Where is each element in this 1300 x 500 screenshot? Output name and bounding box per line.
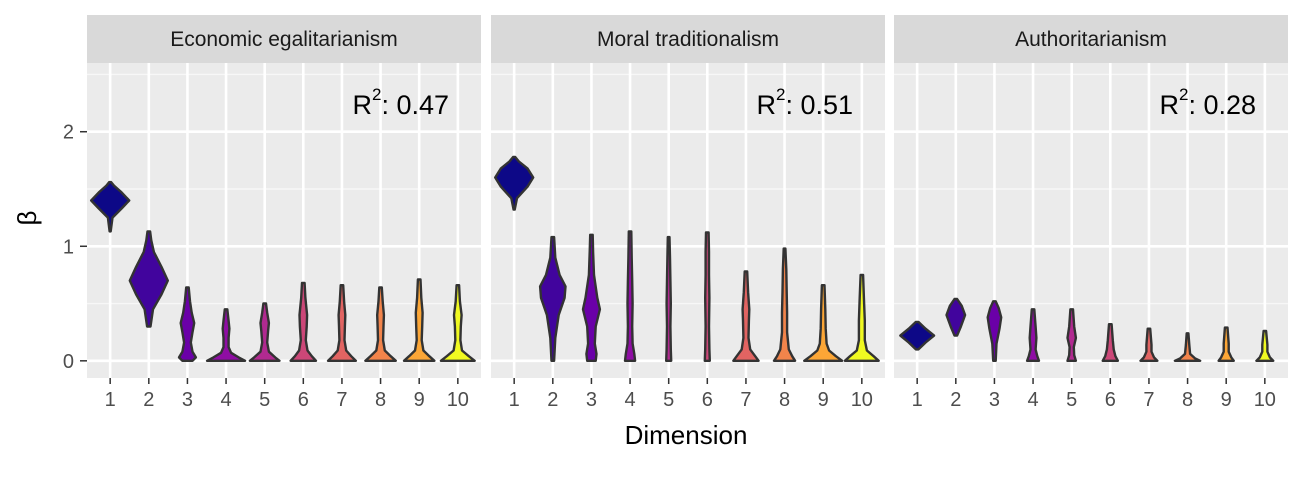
violin-dimension-2 <box>945 297 967 337</box>
y-axis: 0 1 2 <box>63 122 87 373</box>
violin-dimension-3 <box>177 286 198 362</box>
violin-dimension-8 <box>364 286 397 362</box>
violin-dimension-5 <box>1066 308 1078 362</box>
violin-dimension-1 <box>899 320 936 351</box>
violin-dimension-10 <box>439 284 476 362</box>
x-tick-label: 3 <box>989 389 1000 411</box>
violin-dimension-8 <box>1173 332 1202 362</box>
facet-strip-title: Economic egalitarianism <box>170 28 398 51</box>
violin-dimension-9 <box>402 278 436 362</box>
violin-dimension-2 <box>128 230 169 328</box>
x-tick-label: 5 <box>1066 389 1077 411</box>
y-tick-label: 1 <box>63 236 74 258</box>
x-tick-label: 6 <box>298 389 309 411</box>
x-tick-label: 4 <box>220 389 231 411</box>
x-tick-label: 8 <box>1182 389 1193 411</box>
r-squared-superscript: 2 <box>372 85 381 104</box>
violin-dimension-6 <box>703 231 711 362</box>
x-tick-label: 7 <box>740 389 751 411</box>
violin-dimension-6 <box>1101 323 1120 362</box>
x-tick-label: 2 <box>950 389 961 411</box>
x-tick-label: 1 <box>509 389 520 411</box>
violin-dimension-3 <box>986 300 1003 362</box>
x-tick-label: 7 <box>1143 389 1154 411</box>
r-squared-annotation: R2: 0.51 <box>756 85 853 120</box>
r-squared-annotation: R2: 0.47 <box>352 85 449 120</box>
violin-dimension-7 <box>732 270 760 362</box>
r-squared-value: : 0.28 <box>1188 90 1256 120</box>
violin-dimension-1 <box>494 155 535 211</box>
violin-dimension-9 <box>1217 326 1235 362</box>
r-squared-symbol: R <box>1159 90 1179 120</box>
violin-dimension-7 <box>1139 327 1159 362</box>
x-tick-label: 9 <box>818 389 829 411</box>
x-tick-label: 9 <box>414 389 425 411</box>
r-squared-superscript: 2 <box>776 85 785 104</box>
x-tick-label: 6 <box>702 389 713 411</box>
r-squared-symbol: R <box>756 90 776 120</box>
facet-strip-title: Moral traditionalism <box>597 28 779 51</box>
x-tick-label: 4 <box>624 389 635 411</box>
x-tick-label: 3 <box>182 389 193 411</box>
x-tick-label: 9 <box>1221 389 1232 411</box>
violin-dimension-8 <box>772 247 797 362</box>
facet-strip-title: Authoritarianism <box>1015 28 1167 51</box>
r-squared-superscript: 2 <box>1179 85 1188 104</box>
violin-dimension-4 <box>205 308 247 362</box>
violin-dimension-5 <box>665 235 673 362</box>
r-squared-value: : 0.51 <box>785 90 853 120</box>
y-axis-title: β <box>12 211 42 226</box>
r-squared-symbol: R <box>352 90 372 120</box>
violin-dimension-10 <box>1255 329 1275 362</box>
x-tick-label: 8 <box>779 389 790 411</box>
violin-dimension-6 <box>289 281 318 362</box>
y-tick-label: 2 <box>63 122 74 144</box>
x-tick-label: 5 <box>259 389 270 411</box>
x-tick-label: 10 <box>447 389 469 411</box>
x-tick-label: 2 <box>143 389 154 411</box>
x-tick-label: 6 <box>1105 389 1116 411</box>
r-squared-annotation: R2: 0.28 <box>1159 85 1256 120</box>
x-tick-label: 10 <box>1254 389 1276 411</box>
violin-dimension-1 <box>90 180 131 233</box>
violin-dimension-5 <box>248 302 281 362</box>
r-squared-value: : 0.47 <box>381 90 449 120</box>
violin-dimension-4 <box>623 230 637 362</box>
x-tick-label: 3 <box>586 389 597 411</box>
facet-strip <box>87 15 481 63</box>
violin-dimension-10 <box>843 273 880 362</box>
x-tick-label: 1 <box>105 389 116 411</box>
violin-dimension-2 <box>538 235 567 362</box>
x-axis-title: Dimension <box>625 420 748 450</box>
facet-strip <box>491 15 885 63</box>
x-tick-label: 8 <box>375 389 386 411</box>
violin-dimension-4 <box>1025 308 1041 362</box>
violin-dimension-9 <box>803 284 844 362</box>
violin-dimension-3 <box>581 233 602 362</box>
x-tick-label: 1 <box>912 389 923 411</box>
violin-dimension-7 <box>326 284 358 362</box>
facet-strip <box>894 15 1288 63</box>
y-tick-label: 0 <box>63 351 74 373</box>
x-tick-label: 4 <box>1027 389 1038 411</box>
x-tick-label: 7 <box>336 389 347 411</box>
x-tick-label: 10 <box>851 389 873 411</box>
x-tick-label: 5 <box>663 389 674 411</box>
x-tick-label: 2 <box>547 389 558 411</box>
